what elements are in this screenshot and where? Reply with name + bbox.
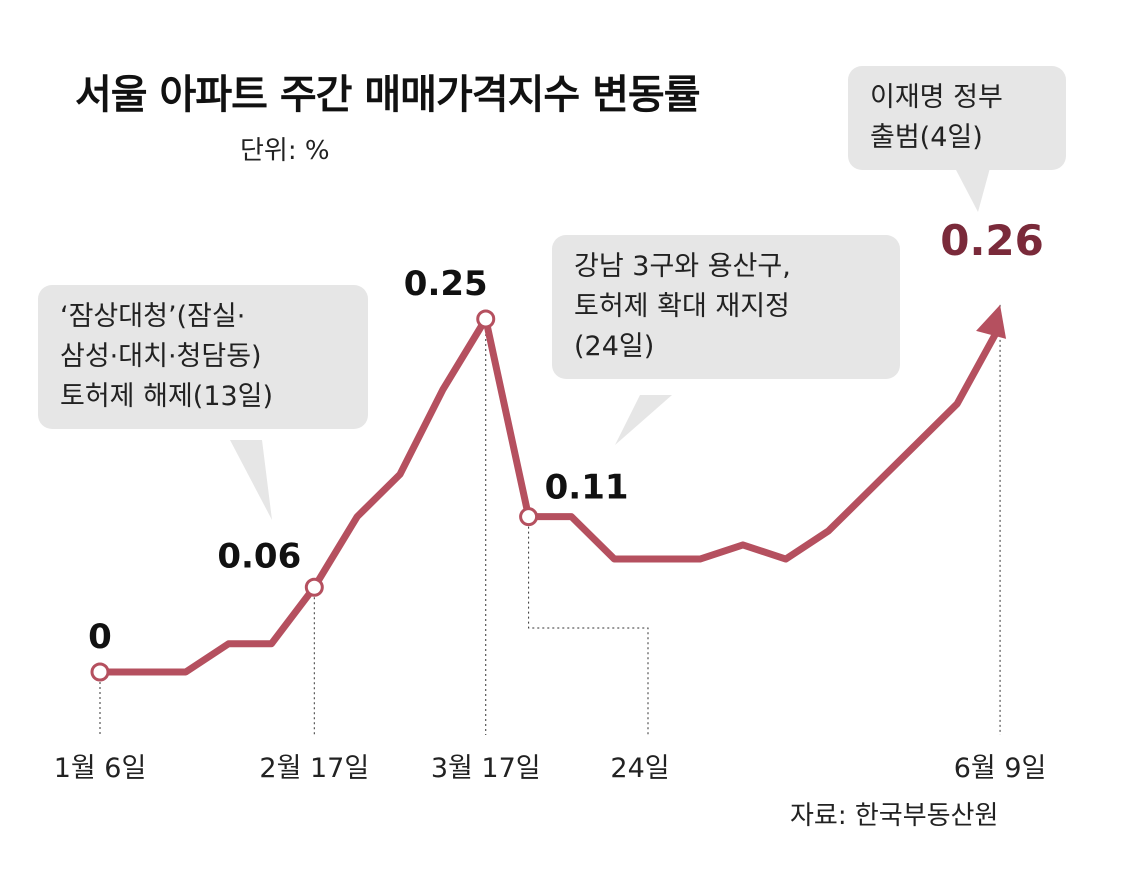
x-tick-label: 24일 <box>610 753 669 784</box>
annotation-deregulation: ‘잠상대청’(잠실· 삼성·대치·청담동) 토허제 해제(13일) <box>38 285 368 429</box>
data-label: 0 <box>88 617 112 657</box>
data-label: 0.26 <box>940 216 1044 265</box>
chart-title: 서울 아파트 주간 매매가격지수 변동률 <box>75 72 701 118</box>
series-line <box>100 315 1000 676</box>
x-tick-label: 1월 6일 <box>54 753 147 784</box>
annotation-line: ‘잠상대청’(잠실· <box>60 301 246 332</box>
data-point <box>304 577 324 597</box>
x-tick-label: 6월 9일 <box>954 753 1047 784</box>
annotation-line: 출범(4일) <box>870 122 983 153</box>
bubble-tail <box>615 395 672 445</box>
annotation-line: 토허제 해제(13일) <box>60 381 274 412</box>
data-point <box>519 507 539 527</box>
annotation-line: (24일) <box>574 331 655 362</box>
annotation-line: 삼성·대치·청담동) <box>60 341 262 372</box>
data-point <box>90 662 110 682</box>
data-label: 0.25 <box>404 264 488 304</box>
x-tick-label: 3월 17일 <box>431 753 541 784</box>
source-label: 자료: 한국부동산원 <box>790 801 999 831</box>
bubble-tail <box>230 440 272 520</box>
bubble-tail <box>955 168 990 212</box>
annotation-redesignation: 강남 3구와 용산구, 토허제 확대 재지정 (24일) <box>552 235 900 379</box>
annotation-line: 토허제 확대 재지정 <box>574 291 790 322</box>
annotation-government: 이재명 정부 출범(4일) <box>848 66 1066 170</box>
x-tick-label: 2월 17일 <box>259 753 369 784</box>
annotation-line: 이재명 정부 <box>870 82 1003 113</box>
guide-line <box>528 516 649 735</box>
annotation-line: 강남 3구와 용산구, <box>574 251 791 282</box>
data-label: 0.06 <box>217 536 301 576</box>
data-point <box>476 309 496 329</box>
arrow-head <box>976 304 1007 339</box>
data-label: 0.11 <box>545 468 629 508</box>
unit-label: 단위: % <box>240 136 330 166</box>
